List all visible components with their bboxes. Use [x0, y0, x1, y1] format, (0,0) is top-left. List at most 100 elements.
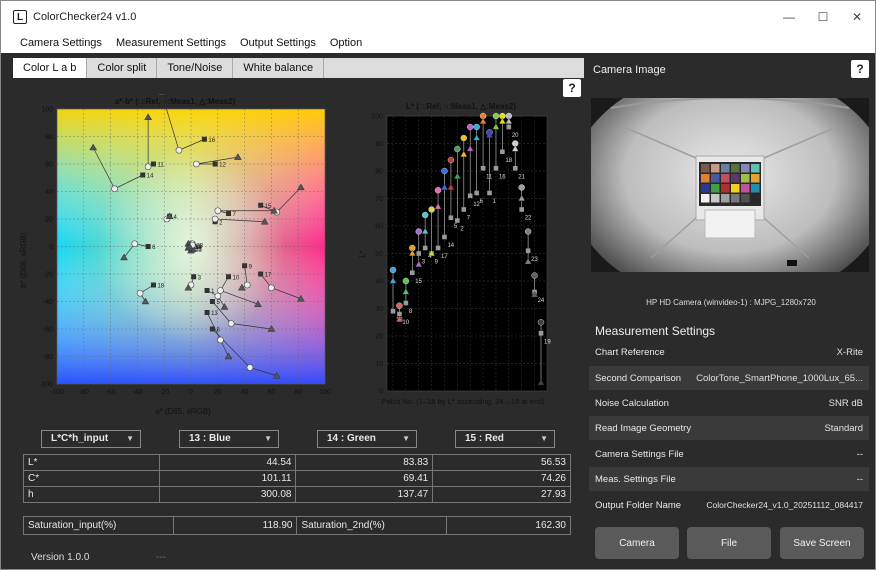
- help-button[interactable]: ?: [851, 60, 869, 78]
- ab-meas2-mark: [220, 303, 229, 310]
- setting-noise-calculation[interactable]: Noise Calculation SNR dB: [589, 391, 869, 415]
- color-checker-chart: [701, 164, 760, 203]
- l-star-point-label: 5: [454, 224, 458, 230]
- l-star-ref-mark: [442, 234, 447, 240]
- setting-label: Camera Settings File: [595, 448, 684, 460]
- color-checker-patch: [701, 184, 710, 193]
- l-star-point-label: 11: [486, 174, 493, 180]
- ab-point-label: 10: [233, 275, 240, 281]
- l-star-point-label: 9: [435, 260, 439, 266]
- patch-select-3[interactable]: 15 : Red ▼: [455, 430, 555, 448]
- l-star-point-label: 3: [422, 260, 426, 266]
- setting-label: Meas. Settings File: [595, 473, 676, 485]
- ab-meas2-mark: [254, 300, 262, 307]
- ab-ref-mark: [140, 172, 146, 178]
- measurement-settings-title: Measurement Settings: [595, 324, 716, 338]
- l-star-meas2-mark: [402, 288, 410, 295]
- camera-button[interactable]: Camera: [595, 527, 679, 559]
- l-star-y-tick-label: 100: [371, 114, 383, 121]
- ab-x-tick-label: 100: [319, 389, 331, 396]
- tab-white-balance[interactable]: White balance: [233, 58, 325, 78]
- l-star-y-tick-label: 30: [375, 306, 383, 313]
- ab-point-label: 14: [147, 174, 154, 180]
- color-checker-patch: [741, 174, 750, 183]
- l-star-meas1-mark: [434, 187, 442, 194]
- ab-x-tick-label: 20: [214, 389, 222, 396]
- l-star-ref-mark: [512, 165, 518, 171]
- saturation-table: Saturation_input(%) 118.90 Saturation_2n…: [23, 516, 571, 535]
- color-space-select[interactable]: L*C*h_input ▼: [41, 430, 141, 448]
- ab-meas2-mark: [224, 352, 233, 360]
- table-cell: 137.47: [295, 486, 434, 503]
- l-star-ref-mark: [435, 245, 441, 251]
- ab-meas2-mark: [144, 113, 152, 120]
- l-star-meas2-mark: [531, 290, 539, 298]
- table-cell: 69.41: [295, 470, 434, 487]
- patch-select-2[interactable]: 14 : Green ▼: [317, 430, 417, 448]
- menu-camera-settings[interactable]: Camera Settings: [20, 37, 102, 49]
- color-checker-patch: [741, 184, 750, 193]
- color-checker-patch: [731, 184, 740, 193]
- setting-output-folder-name[interactable]: Output Folder Name ColorChecker24_v1.0_2…: [589, 493, 869, 517]
- menu-option[interactable]: Option: [329, 37, 363, 49]
- help-button[interactable]: ?: [563, 79, 581, 97]
- color-checker-patch: [721, 194, 730, 203]
- tab-color-lab[interactable]: Color L a b: [13, 58, 88, 78]
- patch-select-1[interactable]: 13 : Blue ▼: [179, 430, 279, 448]
- setting-second-comparison[interactable]: Second Comparison ColorTone_SmartPhone_1…: [589, 366, 869, 390]
- l-star-meas1-mark: [473, 123, 480, 131]
- ab-x-tick-label: -40: [132, 389, 142, 396]
- maximize-button[interactable]: ☐: [817, 10, 829, 24]
- l-star-meas1-mark: [537, 319, 545, 326]
- setting-read-image-geometry[interactable]: Read Image Geometry Standard: [589, 416, 869, 440]
- menu-measurement-settings[interactable]: Measurement Settings: [115, 37, 226, 49]
- ab-point-label: 21: [195, 246, 202, 252]
- l-star-meas1-mark: [454, 145, 461, 153]
- l-star-meas2-mark: [492, 123, 500, 130]
- right-panel: Camera Image ? HP HD Camera (winvideo-1)…: [589, 58, 873, 561]
- ab-meas2-mark: [89, 143, 98, 151]
- l-star-meas2-mark: [421, 227, 429, 234]
- chevron-down-icon: ▼: [402, 434, 410, 443]
- setting-chart-reference[interactable]: Chart Reference X-Rite: [589, 340, 869, 364]
- tab-tone-noise[interactable]: Tone/Noise: [157, 58, 234, 78]
- plot-area: 14 16 12 11 15 4 6 7 2 19 20 21 22 23 24 10 17 3 18 1 9 5 13 8 …: [17, 94, 577, 468]
- ab-meas2-mark: [270, 206, 278, 214]
- color-checker-patch: [721, 174, 730, 183]
- l-star-point-label: 2: [460, 227, 464, 233]
- l-star-y-tick-label: 20: [375, 334, 383, 341]
- l-star-ref-mark: [461, 207, 467, 212]
- l-star-point-label: 23: [531, 257, 538, 263]
- setting-meas-settings-file[interactable]: Meas. Settings File --: [589, 467, 869, 491]
- ab-point-label: 12: [219, 163, 226, 169]
- l-star-y-tick-label: 60: [375, 224, 383, 231]
- ab-x-tick-label: -100: [50, 389, 64, 396]
- ab-point-label: 22: [194, 245, 201, 251]
- window-title: ColorChecker24 v1.0: [33, 11, 137, 23]
- setting-value: X-Rite: [836, 346, 863, 358]
- ab-y-tick-label: 60: [45, 162, 53, 169]
- l-star-meas1-mark: [447, 156, 455, 164]
- l-star-meas2-mark: [473, 134, 481, 141]
- color-checker-patch: [741, 164, 750, 173]
- ab-meas1-mark: [246, 364, 254, 371]
- close-button[interactable]: ✕: [851, 10, 863, 24]
- l-star-point-label: 8: [409, 309, 413, 315]
- ab-y-tick-label: 40: [45, 189, 53, 196]
- ab-x-tick-label: 0: [189, 389, 193, 396]
- menu-output-settings[interactable]: Output Settings: [240, 37, 316, 49]
- l-star-ref-mark: [493, 165, 499, 171]
- save-screen-button[interactable]: Save Screen: [780, 527, 864, 559]
- tab-color-split[interactable]: Color split: [87, 58, 158, 78]
- ab-y-tick-label: 80: [45, 134, 53, 141]
- ab-meas1-mark: [175, 146, 183, 154]
- ab-x-tick-label: 80: [294, 389, 302, 396]
- minimize-button[interactable]: —: [783, 10, 795, 24]
- file-button[interactable]: File: [687, 527, 771, 559]
- setting-label: Second Comparison: [595, 372, 682, 384]
- ab-meas1-mark: [214, 207, 222, 215]
- color-checker-patch: [741, 194, 750, 203]
- setting-camera-settings-file[interactable]: Camera Settings File --: [589, 442, 869, 466]
- l-star-meas2-mark: [511, 145, 519, 152]
